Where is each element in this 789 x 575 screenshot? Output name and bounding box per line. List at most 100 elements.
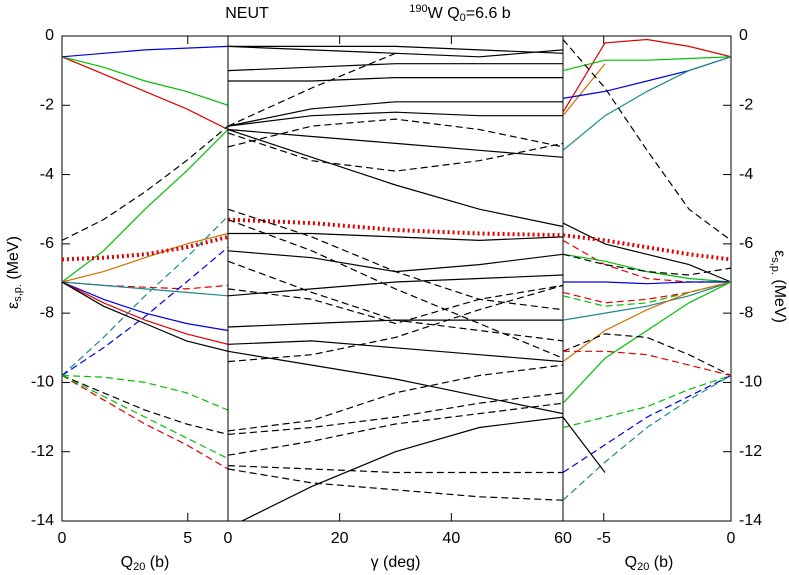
level-line bbox=[563, 222, 731, 283]
level-line bbox=[228, 208, 563, 311]
x-tick-label: 5 bbox=[183, 530, 192, 547]
level-line bbox=[62, 374, 228, 411]
x-axis-label-part: γ (deg) bbox=[371, 554, 421, 571]
level-line bbox=[563, 253, 731, 276]
y-axis-label: εs,p. (MeV) bbox=[5, 236, 24, 309]
x-tick-label: -5 bbox=[597, 530, 611, 547]
level-line bbox=[228, 232, 563, 242]
chart-title: 190W Q0=6.6 b bbox=[409, 3, 511, 24]
level-line bbox=[62, 232, 228, 283]
x-axis-label-part: 20 bbox=[133, 561, 145, 573]
y-tick-label: -6 bbox=[739, 235, 753, 252]
level-line bbox=[563, 281, 731, 285]
x-tick-label: 0 bbox=[727, 530, 736, 547]
y-axis-label-part: s,p. bbox=[12, 284, 24, 302]
level-line bbox=[228, 63, 563, 72]
level-line bbox=[62, 281, 228, 332]
y-tick-label: -10 bbox=[739, 374, 762, 391]
level-line bbox=[563, 281, 731, 321]
y-tick-label: -12 bbox=[739, 443, 762, 460]
level-line bbox=[563, 56, 731, 151]
level-line bbox=[563, 38, 731, 113]
y-tick-label: -12 bbox=[31, 443, 54, 460]
y-axis-label-part: ε bbox=[771, 250, 788, 257]
panel-frame bbox=[562, 35, 732, 522]
fermi-line bbox=[563, 233, 731, 262]
y-axis-label-part: s,p. bbox=[769, 257, 781, 275]
series-group bbox=[228, 45, 563, 521]
x-axis-label-part: 20 bbox=[637, 561, 649, 573]
y-tick-label: -8 bbox=[40, 304, 54, 321]
level-line bbox=[228, 274, 563, 297]
level-line bbox=[62, 215, 228, 376]
y-tick-label: -2 bbox=[739, 97, 753, 114]
x-axis-label-part: Q bbox=[625, 554, 637, 571]
y-axis-label-part: (MeV) bbox=[771, 275, 788, 323]
level-line bbox=[62, 374, 228, 460]
panel-frame bbox=[61, 35, 229, 522]
level-line bbox=[228, 250, 563, 273]
level-line bbox=[62, 281, 228, 297]
level-line bbox=[563, 281, 731, 304]
level-line bbox=[62, 56, 228, 131]
level-line bbox=[62, 281, 228, 352]
title-text: =6.6 b bbox=[466, 5, 511, 22]
x-tick-label: 60 bbox=[554, 530, 572, 547]
y-tick-label: -4 bbox=[739, 166, 753, 183]
level-line bbox=[563, 333, 731, 377]
y-axis-label-part: (MeV) bbox=[5, 236, 22, 284]
level-line bbox=[228, 284, 563, 325]
level-line bbox=[228, 468, 563, 501]
title-text: W Q bbox=[428, 5, 460, 22]
level-line bbox=[228, 45, 563, 54]
level-line bbox=[563, 56, 731, 72]
level-line bbox=[62, 374, 228, 470]
y-axis-label-group: εs,p. (MeV) bbox=[5, 236, 24, 309]
level-line bbox=[563, 416, 606, 473]
level-line bbox=[62, 45, 228, 58]
x-axis-label-part: (b) bbox=[145, 554, 169, 571]
level-line bbox=[62, 246, 228, 376]
x-axis-label-part: (b) bbox=[649, 554, 673, 571]
y-tick-label: 0 bbox=[739, 27, 748, 44]
y-axis-label-group: εs,p. (MeV) bbox=[769, 250, 788, 323]
y-tick-label: -14 bbox=[31, 512, 54, 529]
x-tick-label: 0 bbox=[224, 530, 233, 547]
level-line bbox=[563, 63, 606, 117]
level-line bbox=[563, 56, 731, 99]
level-line bbox=[228, 392, 563, 435]
x-tick-label: 20 bbox=[331, 530, 349, 547]
level-line bbox=[563, 374, 731, 501]
level-line bbox=[62, 374, 228, 435]
level-line bbox=[228, 111, 563, 127]
level-line bbox=[228, 340, 563, 363]
y-axis-label-part: ε bbox=[5, 302, 22, 309]
title-sup: 190 bbox=[409, 3, 427, 15]
level-line bbox=[563, 281, 731, 363]
level-line bbox=[228, 350, 563, 415]
level-line bbox=[62, 56, 228, 106]
level-line bbox=[228, 128, 563, 158]
level-line bbox=[228, 284, 563, 363]
level-line bbox=[228, 77, 563, 82]
panel-frame bbox=[227, 35, 564, 522]
level-line bbox=[228, 260, 563, 342]
y-tick-label: -2 bbox=[40, 97, 54, 114]
level-line bbox=[228, 52, 396, 127]
x-axis-label-part: Q bbox=[121, 554, 133, 571]
x-tick-label: 40 bbox=[442, 530, 460, 547]
y-axis-label: εs,p. (MeV) bbox=[769, 250, 788, 323]
y-tick-label: -14 bbox=[739, 512, 762, 529]
level-line bbox=[62, 125, 228, 241]
level-line bbox=[563, 239, 731, 283]
panel-label: NEUT bbox=[225, 5, 269, 22]
y-tick-label: -10 bbox=[31, 374, 54, 391]
title-sub: 0 bbox=[460, 12, 466, 24]
level-line bbox=[62, 281, 228, 345]
level-line bbox=[228, 101, 563, 127]
level-line bbox=[563, 350, 731, 377]
series-group bbox=[563, 38, 731, 501]
level-line bbox=[228, 132, 563, 172]
level-line bbox=[563, 281, 731, 404]
